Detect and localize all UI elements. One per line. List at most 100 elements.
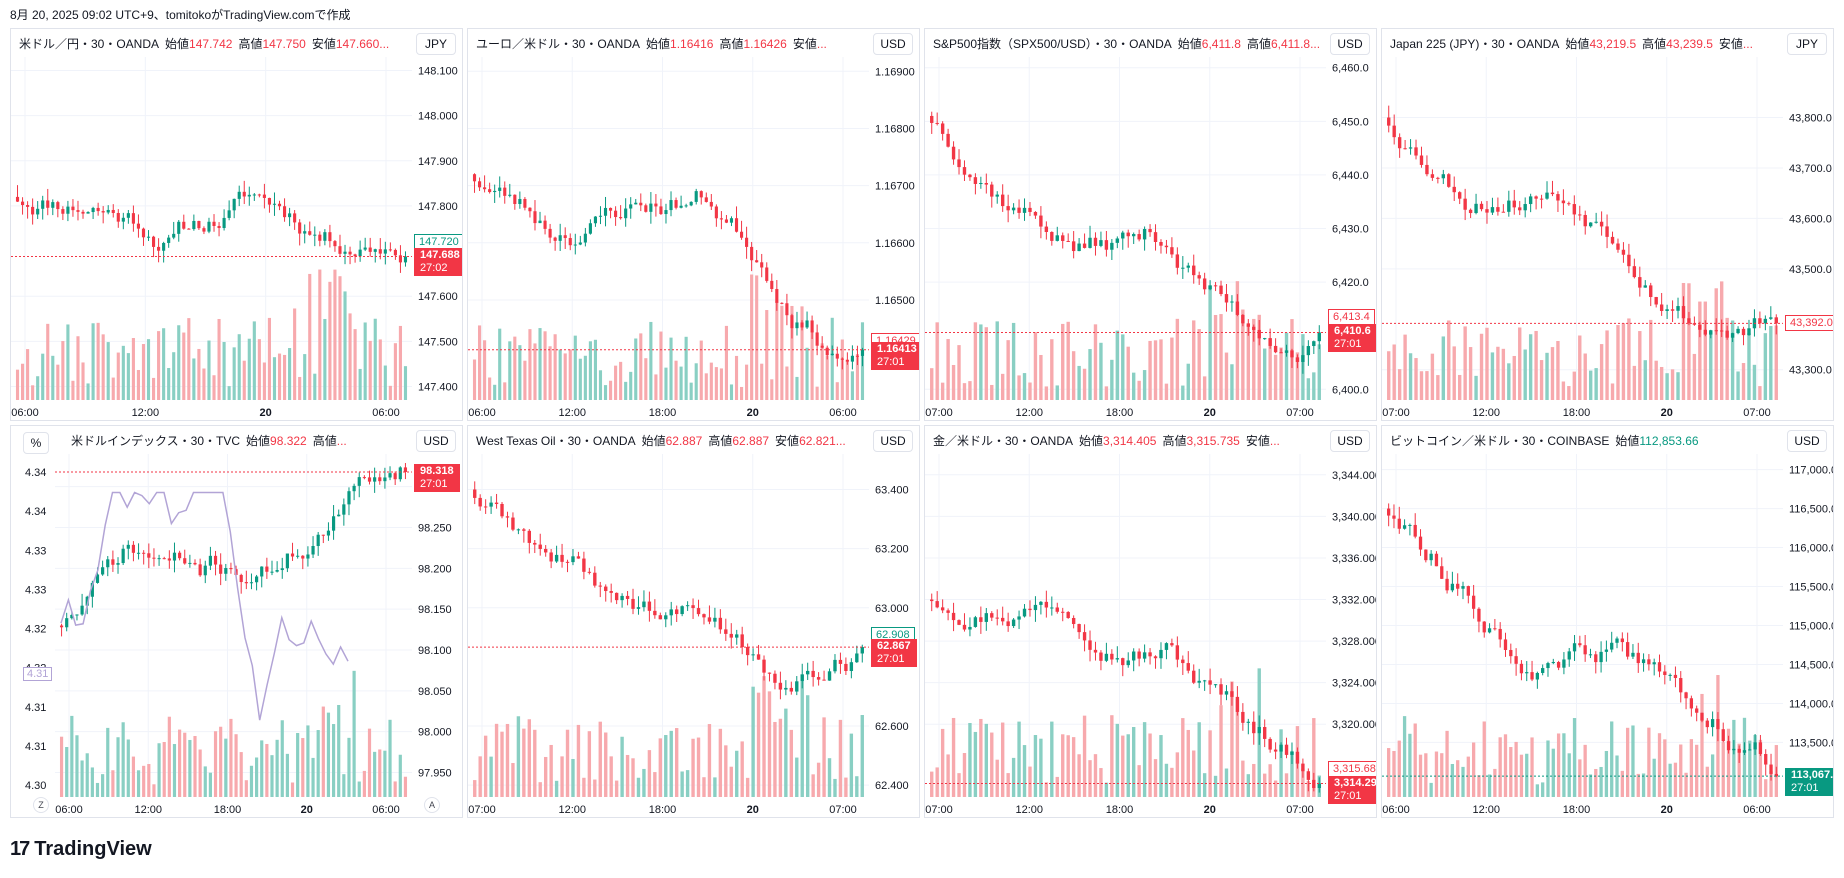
volume-bar [56,364,60,400]
volume-bar [1583,744,1587,797]
candle-body [131,213,135,224]
chart-panel-5[interactable]: 98.30098.25098.20098.15098.10098.05098.0… [10,425,463,818]
candle-body [1485,209,1489,213]
candle-body [157,246,161,251]
volume-bar [1088,760,1092,797]
volume-bar [1742,717,1747,797]
candle-body [1044,226,1049,233]
candle-body [357,477,361,486]
candle-body [20,201,25,206]
volume-bar [1474,375,1478,400]
current-price-label: 43,392.0 [1785,315,1833,332]
chart-svg[interactable]: 3,344.000 3,340.000 3,336.000 3,332.000 3,32… [925,426,1377,818]
volume-bar [1741,363,1746,400]
volume-bar [527,719,532,797]
candle-body [780,302,784,304]
currency-button[interactable]: JPY [416,33,456,55]
chart-svg[interactable]: 6,460.0 6,450.0 6,440.0 6,430.0 6,420.0 6,400… [925,29,1377,421]
candle-body [1753,742,1757,750]
volume-bar [85,753,89,797]
volume-bar [855,354,860,400]
currency-button[interactable]: USD [1330,430,1370,452]
candle-body [1397,518,1401,529]
volume-bar [573,335,577,400]
volume-bar [1748,740,1752,797]
chart-panel-3[interactable]: 6,460.0 6,450.0 6,440.0 6,430.0 6,420.0 6,400… [924,28,1377,421]
chart-legend: 米ドル／円・30・OANDA 始値147.742 高値147.750 安値147.66… [19,35,406,52]
volume-bar [1414,358,1418,400]
auto-scale-a-button[interactable]: A [424,797,440,813]
volume-bar [1673,762,1678,797]
volume-bar [800,681,804,797]
auto-scale-z-button[interactable]: Z [33,797,49,813]
volume-bar [1186,363,1190,400]
symbol-title[interactable]: ビットコイン／米ドル・30・COINBASE [1390,434,1610,448]
candle-body [126,544,130,549]
chart-panel-2[interactable]: 1.16900 1.16800 1.16700 1.16600 1.16500 06:00… [467,28,920,421]
symbol-title[interactable]: West Texas Oil・30・OANDA [476,434,636,448]
symbol-title[interactable]: 米ドル／円・30・OANDA [19,37,160,51]
volume-bar [609,756,613,797]
candle-body [795,322,799,329]
currency-button[interactable]: USD [873,430,913,452]
candle-body [578,242,582,245]
percent-scale-button[interactable]: % [23,432,49,454]
volume-bar [1192,750,1196,797]
volume-bar [393,781,397,797]
candle-body [1071,617,1076,625]
currency-button[interactable]: USD [1330,33,1370,55]
volume-bar [1736,371,1740,400]
chart-panel-6[interactable]: 63.400 63.200 63.000 62.600 62.400 07:00 12:00… [467,425,920,818]
symbol-title[interactable]: Japan 225 (JPY)・30・OANDA [1390,37,1560,51]
currency-button[interactable]: JPY [1787,33,1827,55]
volume-bar [1110,359,1114,400]
y-tick-label: 43,700.0 [1789,163,1832,175]
volume-bar [306,725,310,797]
candle-body [816,677,821,680]
volume-bar [624,381,628,400]
volume-bar [968,381,972,400]
currency-button[interactable]: USD [873,33,913,55]
volume-bar [1643,360,1647,400]
chart-svg[interactable]: 98.30098.25098.20098.15098.10098.05098.0… [11,426,463,818]
chart-svg[interactable]: 1.16900 1.16800 1.16700 1.16600 1.16500 06:00… [468,29,920,421]
candle-body [838,659,843,664]
symbol-title[interactable]: 米ドルインデックス・30・TVC [71,434,240,448]
candle-body [260,566,264,577]
y-tick-label: 6,400.0 [1332,384,1369,396]
chart-svg[interactable]: 63.400 63.200 63.000 62.600 62.400 07:00 12:00… [468,426,920,818]
footer: 17 TradingView [10,838,152,861]
chart-panel-1[interactable]: 148.100 148.000 147.900 147.800 147.600 147.5… [10,28,463,421]
symbol-title[interactable]: ユーロ／米ドル・30・OANDA [476,37,641,51]
chart-panel-7[interactable]: 3,344.000 3,340.000 3,336.000 3,332.000 3,32… [924,425,1377,818]
symbol-title[interactable]: 金／米ドル・30・OANDA [933,434,1074,448]
candle-body [1710,719,1715,728]
candle-body [270,571,274,573]
symbol-title[interactable]: S&P500指数（SPX500/USD）・30・OANDA [933,37,1172,51]
chart-svg[interactable]: 43,800.0 43,700.0 43,600.0 43,500.0 43,300.0… [1382,29,1834,421]
volume-bar [1268,338,1272,400]
volume-bar [311,757,315,797]
volume-bar [860,715,864,797]
tradingview-brand[interactable]: TradingView [34,838,152,860]
candle-body [213,555,218,565]
currency-button[interactable]: USD [1787,430,1827,452]
currency-button[interactable]: USD [416,430,456,452]
volume-bar [724,745,728,797]
volume-bar [1641,773,1646,797]
candle-body [1509,649,1513,657]
candle-body [1583,214,1587,227]
chart-svg[interactable]: 148.100 148.000 147.900 147.800 147.600 147.5… [11,29,463,421]
low-value: ... [1269,434,1280,448]
volume-bar [718,728,723,797]
candle-body [1213,684,1218,686]
chart-svg[interactable]: 117,000.00 116,500.00 116,000.00 115,500.00… [1382,426,1834,818]
chart-panel-8[interactable]: 117,000.00 116,500.00 116,000.00 115,500.00… [1381,425,1834,818]
candle-body [152,557,156,559]
candle-body [800,322,804,328]
volume-bar [822,717,826,797]
chart-panel-4[interactable]: 43,800.0 43,700.0 43,600.0 43,500.0 43,300.0… [1381,28,1834,421]
tradingview-logo-icon[interactable]: 17 [10,838,30,860]
volume-bar [962,383,967,400]
left-y-tick-label: 4.33 [25,584,46,596]
